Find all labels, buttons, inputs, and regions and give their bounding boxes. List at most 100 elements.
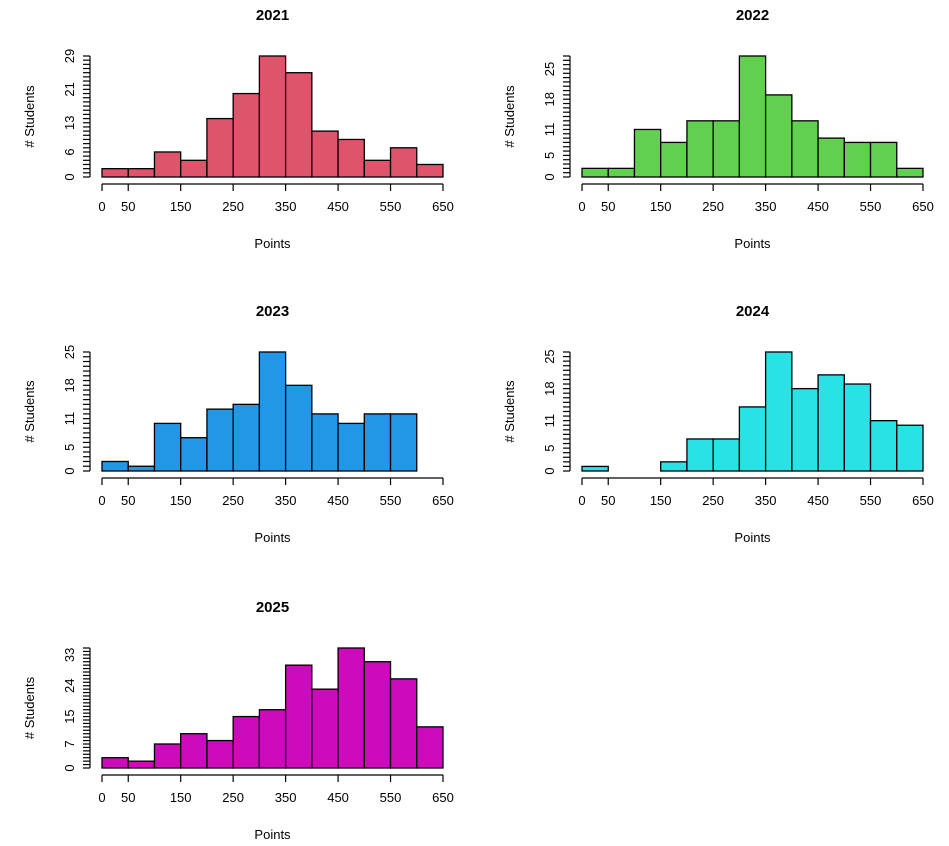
x-tick-label: 650 <box>912 493 934 508</box>
x-tick-label: 150 <box>170 199 192 214</box>
histogram-bar <box>660 461 688 472</box>
y-tick-label: 18 <box>542 92 557 106</box>
x-tick-label: 650 <box>912 199 934 214</box>
histogram-bar <box>284 72 313 178</box>
histogram-bar <box>258 55 287 178</box>
y-tick-label: 5 <box>542 152 557 159</box>
histogram-bar <box>416 726 444 769</box>
x-tick-label: 250 <box>222 493 244 508</box>
y-tick-label: 5 <box>62 444 77 451</box>
histogram-panel-2022: 2022 0 50 150 250 350 450 550 650 Points 0 5 11 18 25 #… <box>502 7 934 251</box>
histogram-bar <box>817 137 845 178</box>
y-tick-label: 11 <box>62 412 77 426</box>
histogram-panel-2024: 2024 0 50 150 250 350 450 550 650 Points 0 5 11 18 25 #… <box>502 303 934 545</box>
histogram-bar <box>206 117 234 178</box>
x-tick-label: 50 <box>121 790 135 805</box>
y-tick-label: 0 <box>62 764 77 771</box>
y-tick-label: 25 <box>62 345 77 359</box>
histogram-bar <box>101 757 129 769</box>
panel-title: 2023 <box>256 303 289 320</box>
histogram-bar <box>311 413 339 472</box>
y-tick-label: 6 <box>62 148 77 155</box>
x-tick-label: 250 <box>222 790 244 805</box>
histogram-bar <box>607 167 636 178</box>
histogram-bar <box>896 167 924 178</box>
x-tick-label: 150 <box>650 199 672 214</box>
y-tick-label: 0 <box>542 173 557 180</box>
x-axis-label: Points <box>254 827 291 842</box>
histogram-bar <box>101 168 129 178</box>
histogram-bar <box>738 406 767 472</box>
x-tick-label: 250 <box>702 493 724 508</box>
x-tick-label: 0 <box>578 493 585 508</box>
y-tick-label: 0 <box>542 467 557 474</box>
x-axis-label: Points <box>734 530 771 545</box>
histogram-bar <box>712 438 741 472</box>
x-axis-label: Points <box>254 530 291 545</box>
x-tick-label: 550 <box>380 493 402 508</box>
histogram-bar <box>686 438 714 472</box>
histogram-bar <box>153 422 182 472</box>
histogram-bar <box>206 739 234 769</box>
panel-title: 2022 <box>736 7 769 24</box>
histogram-bar <box>843 141 872 178</box>
x-tick-label: 150 <box>170 493 192 508</box>
histogram-bar <box>869 141 898 178</box>
x-tick-label: 550 <box>380 199 402 214</box>
x-tick-label: 450 <box>327 790 349 805</box>
x-axis-label: Points <box>254 236 291 251</box>
y-tick-label: 21 <box>62 82 77 96</box>
x-tick-label: 150 <box>650 493 672 508</box>
histogram-bar <box>311 688 339 769</box>
histogram-bar <box>127 168 156 178</box>
x-tick-label: 550 <box>860 199 882 214</box>
x-tick-label: 550 <box>380 790 402 805</box>
histogram-bar <box>258 709 287 769</box>
x-tick-label: 650 <box>432 199 454 214</box>
histogram-bar <box>738 55 767 178</box>
histogram-bar <box>311 130 339 178</box>
x-tick-label: 350 <box>275 493 297 508</box>
y-tick-label: 5 <box>542 444 557 451</box>
x-tick-label: 0 <box>98 199 105 214</box>
y-tick-label: 33 <box>62 648 77 662</box>
histogram-bar <box>284 664 313 769</box>
y-tick-label: 25 <box>542 62 557 76</box>
x-tick-label: 0 <box>98 493 105 508</box>
x-tick-label: 650 <box>432 790 454 805</box>
x-tick-label: 350 <box>275 790 297 805</box>
y-axis-label: # Students <box>22 85 37 148</box>
y-axis-label: # Students <box>502 380 517 443</box>
y-tick-label: 15 <box>62 709 77 723</box>
histogram-bar <box>284 384 313 472</box>
histogram-bar <box>869 420 898 472</box>
histogram-bar <box>180 159 208 178</box>
histogram-bar <box>337 138 365 178</box>
histogram-bar <box>791 120 819 178</box>
panel-title: 2025 <box>256 599 289 616</box>
x-tick-label: 250 <box>702 199 724 214</box>
y-tick-label: 0 <box>62 173 77 180</box>
histogram-bar <box>686 120 714 178</box>
x-tick-label: 650 <box>432 493 454 508</box>
histogram-bar <box>633 128 662 178</box>
histogram-bar <box>180 733 208 769</box>
histogram-bar <box>232 403 261 472</box>
histogram-bar <box>581 465 609 472</box>
histogram-bar <box>363 159 392 178</box>
histogram-bar <box>389 147 418 178</box>
x-tick-label: 0 <box>98 790 105 805</box>
histogram-bar <box>363 661 392 769</box>
y-tick-label: 25 <box>542 349 557 363</box>
histogram-bar <box>232 92 261 178</box>
x-tick-label: 0 <box>578 199 585 214</box>
histogram-bar <box>153 743 182 769</box>
histogram-bar <box>180 437 208 472</box>
histogram-bar <box>363 413 392 472</box>
histogram-bar <box>660 141 688 178</box>
y-tick-label: 24 <box>62 678 77 692</box>
histogram-bar <box>843 383 872 472</box>
x-tick-label: 50 <box>601 199 615 214</box>
y-tick-label: 7 <box>62 740 77 747</box>
y-tick-label: 18 <box>62 378 77 392</box>
